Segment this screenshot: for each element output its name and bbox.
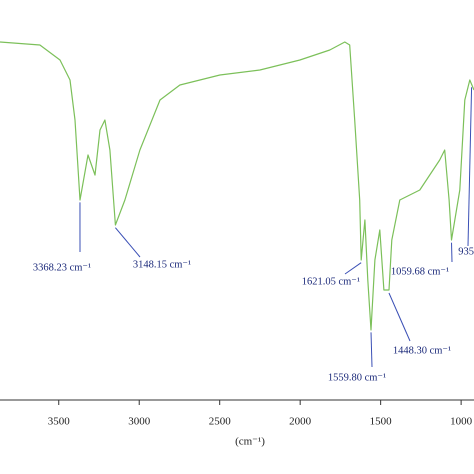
annotation-line <box>114 227 141 258</box>
annotation-label: 3368.23 cm⁻¹ <box>33 262 91 273</box>
spectrum-line <box>0 41 474 331</box>
x-tick-label: 2500 <box>209 416 232 428</box>
annotation-label: 3148.15 cm⁻¹ <box>133 259 191 270</box>
annotation-line <box>388 292 411 342</box>
annotation-label: 1559.80 cm⁻¹ <box>328 372 386 383</box>
annotation-line <box>467 87 473 247</box>
annotation-line <box>344 262 362 275</box>
annotation-label: 935 <box>458 246 474 257</box>
x-tick-label: 1000 <box>450 416 473 428</box>
annotation-label: 1059.68 cm⁻¹ <box>391 266 449 277</box>
x-tick-label: 1500 <box>370 416 393 428</box>
annotation-line <box>370 332 373 368</box>
x-tick-label: 3500 <box>48 416 71 428</box>
x-tick-label: 2000 <box>289 416 312 428</box>
x-axis-label: (cm⁻¹) <box>235 436 265 448</box>
annotation-label: 1621.05 cm⁻¹ <box>302 276 360 287</box>
annotation-label: 1448.30 cm⁻¹ <box>393 345 451 356</box>
x-tick-label: 3000 <box>128 416 151 428</box>
